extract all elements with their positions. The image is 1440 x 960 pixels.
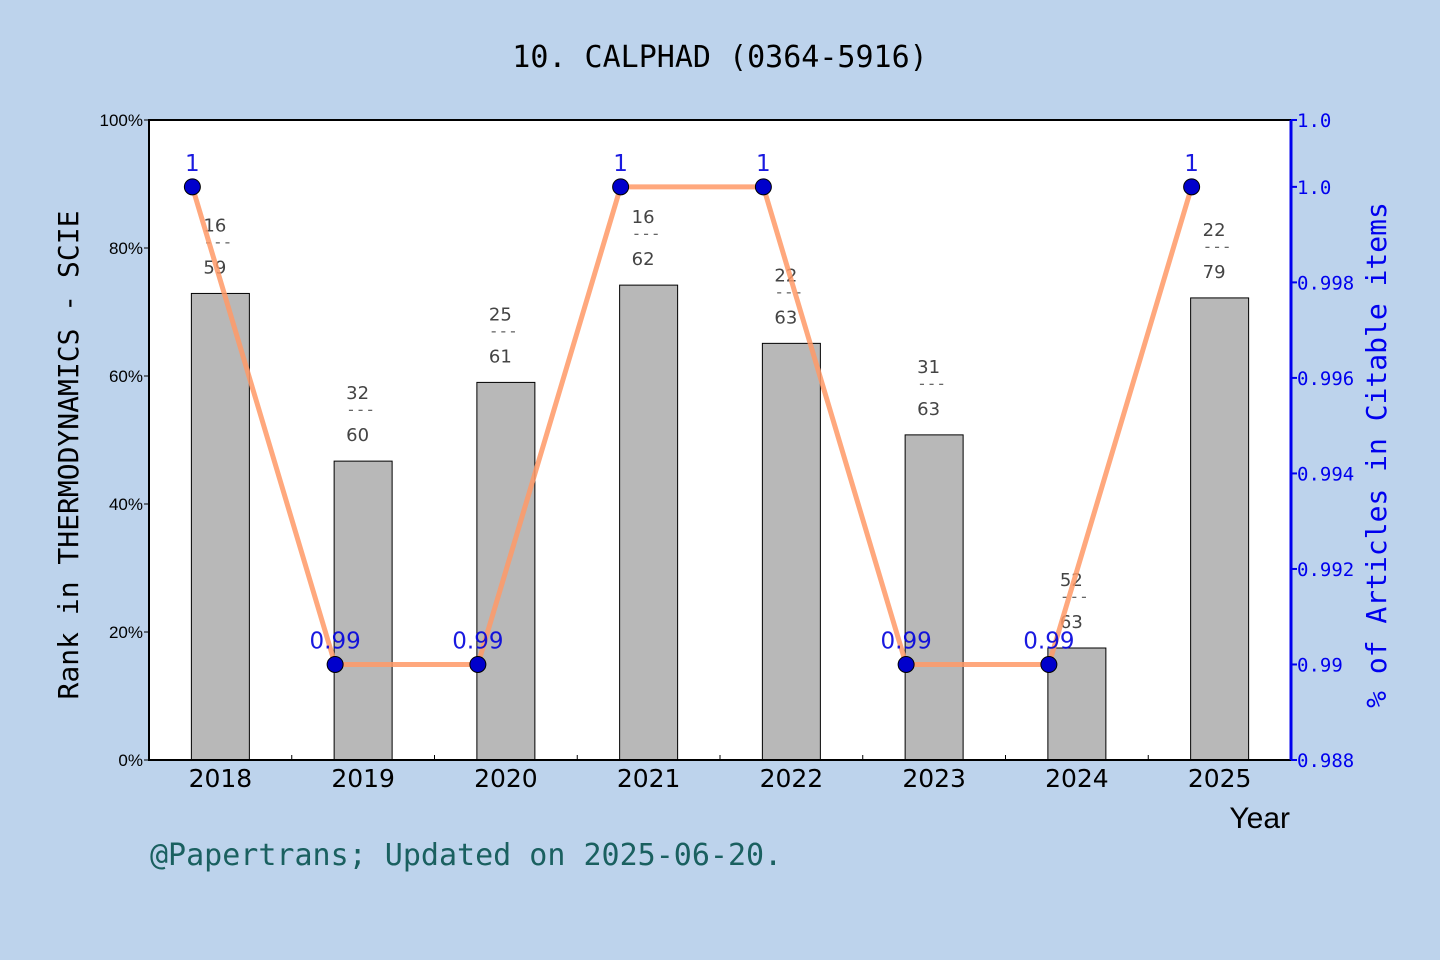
bar-total-label: 63 [917, 399, 940, 420]
bar-2021 [619, 284, 679, 761]
bar-fraction-divider: --- [632, 224, 661, 243]
x-tick-label: 2021 [617, 764, 681, 793]
footer-credit: @Papertrans; Updated on 2025-06-20. [150, 838, 782, 873]
ratio-point-2025 [1183, 178, 1201, 196]
bar-rank-label: 16 [203, 215, 226, 236]
ratio-label: 0.99 [881, 628, 932, 654]
bar-fraction-divider: --- [489, 321, 518, 340]
bar-fraction-divider: --- [917, 374, 946, 393]
x-tick-label: 2025 [1188, 764, 1252, 793]
y-axis-label: Rank in THERMODYNAMICS - SCIE [52, 211, 85, 700]
y2-axis-label: % of Articles in Citable items [1360, 202, 1393, 708]
bar-total-label: 62 [632, 249, 655, 270]
x-tick-label: 2020 [474, 764, 538, 793]
ratio-label: 0.99 [310, 628, 361, 654]
chart-title: 10. CALPHAD (0364-5916) [512, 40, 927, 75]
bar-total-label: 60 [346, 425, 369, 446]
y2-tick-label: 1.0 [1297, 110, 1331, 132]
y2-tick-label: 0.996 [1297, 368, 1354, 390]
x-tick-label: 2022 [760, 764, 824, 793]
x-tick-label: 2024 [1045, 764, 1109, 793]
ratio-point-2019 [326, 655, 344, 673]
ratio-point-2021 [612, 178, 630, 196]
bar-fraction-divider: --- [346, 400, 375, 419]
y-tick-label: 100% [100, 111, 143, 130]
ratio-line [189, 184, 1195, 667]
ratio-label: 0.99 [452, 628, 503, 654]
bar-total-label: 61 [489, 346, 512, 367]
bar-rank-label: 22 [1203, 220, 1226, 241]
bar-2025 [1190, 297, 1250, 761]
bar-total-label: 63 [1060, 612, 1083, 633]
ratio-point-2018 [183, 178, 201, 196]
bar-2022 [761, 342, 821, 761]
ratio-label: 1 [1184, 151, 1199, 177]
ratio-point-2023 [897, 655, 915, 673]
x-tick-label: 2019 [331, 764, 395, 793]
bar-rank-label: 25 [489, 304, 512, 325]
y-tick-label: 60% [109, 367, 143, 386]
plot-area [149, 120, 1291, 760]
y2-tick-label: 0.994 [1297, 463, 1354, 485]
x-tick-label: 2018 [189, 764, 253, 793]
ratio-point-2024 [1040, 655, 1058, 673]
y2-tick-label: 0.998 [1297, 272, 1354, 294]
y-tick-label: 40% [109, 495, 143, 514]
bar-rank-label: 32 [346, 383, 369, 404]
y2-tick-label: 0.992 [1297, 559, 1354, 581]
y-tick-label: 20% [109, 623, 143, 642]
y-tick-label: 0% [118, 751, 143, 770]
bar-total-label: 63 [774, 307, 797, 328]
bar-2023 [904, 434, 964, 761]
ratio-label: 1 [185, 151, 200, 177]
bar-2018 [190, 292, 250, 761]
y2-tick-label: 0.988 [1297, 750, 1354, 772]
bar-rank-label: 31 [917, 357, 940, 378]
x-axis-label: Year [1229, 802, 1290, 835]
bar-2019 [333, 460, 393, 761]
bar-fraction-divider: --- [1060, 587, 1089, 606]
ratio-point-2020 [469, 655, 487, 673]
bar-fraction-divider: --- [1203, 237, 1232, 256]
ratio-label: 1 [613, 151, 628, 177]
bar-total-label: 79 [1203, 262, 1226, 283]
ratio-label: 0.99 [1023, 628, 1074, 654]
x-tick-label: 2023 [902, 764, 966, 793]
y2-tick-label: 0.99 [1297, 654, 1343, 676]
bar-2024 [1047, 647, 1107, 761]
y-tick-label: 80% [109, 239, 143, 258]
y2-tick-label: 1.0 [1297, 177, 1331, 199]
ratio-label: 1 [756, 151, 771, 177]
ratio-point-2022 [754, 178, 772, 196]
bar-rank-label: 16 [632, 207, 655, 228]
